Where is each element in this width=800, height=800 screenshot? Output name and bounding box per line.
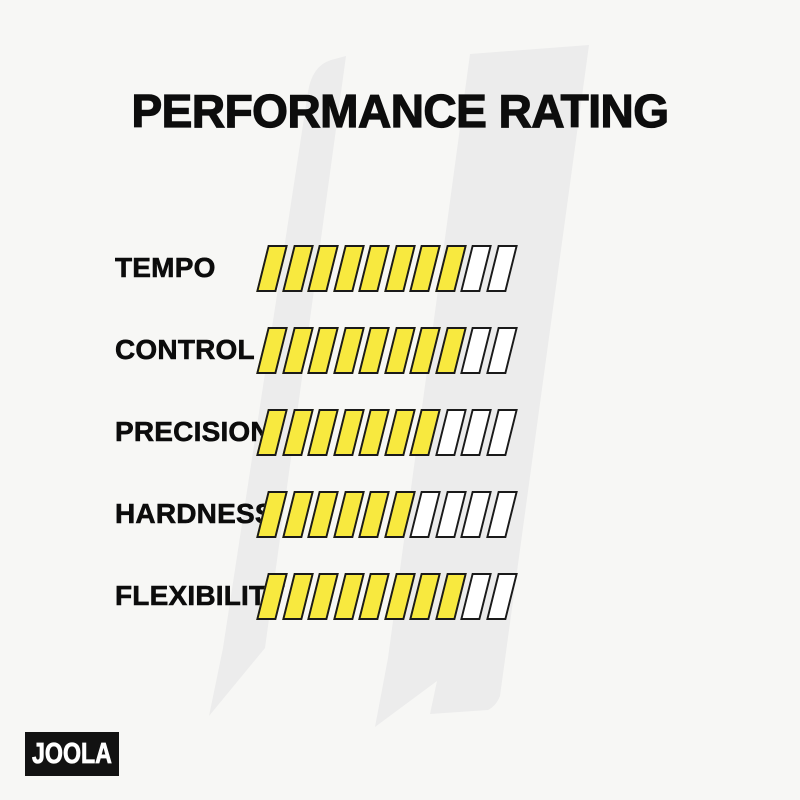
rating-row: HARDNESS xyxy=(0,473,800,555)
rating-segment-empty xyxy=(485,326,518,374)
rating-segment-empty xyxy=(485,572,518,620)
watermark-left-stroke xyxy=(209,56,346,716)
performance-rating-chart: TEMPO CONTROL PRECISION HARDNESS FLEXIBI… xyxy=(0,227,800,637)
rating-segment-empty xyxy=(485,244,518,292)
rating-row: TEMPO xyxy=(0,227,800,309)
rating-segments xyxy=(256,572,518,620)
rating-label: PRECISION xyxy=(115,416,271,448)
rating-segments xyxy=(256,244,518,292)
rating-segment-empty xyxy=(485,408,518,456)
joola-logo: JOOLA xyxy=(25,732,119,776)
rating-segments xyxy=(256,326,518,374)
rating-segments xyxy=(256,408,518,456)
rating-row: CONTROL xyxy=(0,309,800,391)
joola-logo-text: JOOLA xyxy=(32,737,113,770)
rating-label: FLEXIBILITY xyxy=(115,580,286,612)
rating-label: TEMPO xyxy=(115,252,216,284)
rating-segment-empty xyxy=(485,490,518,538)
page-title: PERFORMANCE RATING xyxy=(131,84,670,137)
watermark-right-stroke xyxy=(375,45,589,727)
rating-segments xyxy=(256,490,518,538)
rating-row: PRECISION xyxy=(0,391,800,473)
rating-label: CONTROL xyxy=(115,334,255,366)
rating-row: FLEXIBILITY xyxy=(0,555,800,637)
rating-label: HARDNESS xyxy=(115,498,274,530)
